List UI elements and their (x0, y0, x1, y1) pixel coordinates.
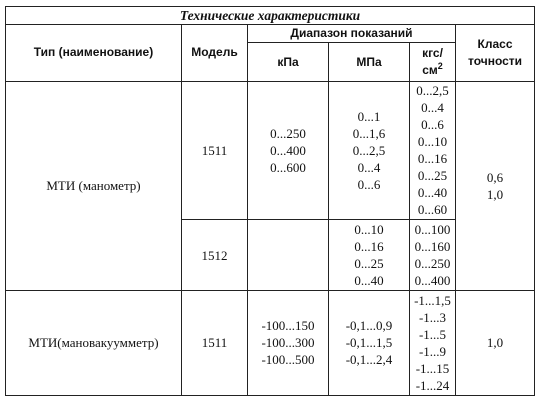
table-row: МТИ(мановакуумметр) 1511 -100...150 -100… (5, 289, 536, 397)
header-kpa: кПа (247, 42, 329, 82)
value-kpa: -100...300 (261, 335, 315, 351)
cell-accuracy-manovacuummeter: 1,0 (454, 289, 536, 397)
value-kpa: 0...400 (270, 142, 306, 158)
value-kgf: 0...25 (417, 168, 448, 184)
header-mpa: МПа (328, 42, 410, 82)
value-mpa: 0...10 (354, 222, 384, 238)
cell-accuracy-manometer: 0,6 1,0 (454, 80, 536, 291)
header-type: Тип (наименование) (5, 24, 182, 82)
table-caption: Технические характеристики (4, 5, 536, 26)
value-mpa: -0,1...0,9 (345, 318, 393, 334)
value-kgf: 0...16 (417, 151, 448, 167)
row-type-manometer: МТИ (манометр) (5, 80, 182, 291)
value-accuracy: 1,0 (486, 186, 504, 202)
cell-mpa: 0...10 0...16 0...25 0...40 (328, 219, 410, 291)
header-accuracy-line1: Класс (477, 36, 513, 51)
value-mpa: 0...16 (354, 239, 384, 255)
cell-kgf: 0...100 0...160 0...250 0...400 (409, 219, 456, 291)
header-range: Диапазон показаний (247, 24, 456, 44)
value-accuracy: 1,0 (486, 335, 504, 351)
cell-mpa: -0,1...0,9 -0,1...1,5 -0,1...2,4 (328, 289, 410, 397)
value-kgf: -1...9 (418, 343, 447, 359)
value-kpa: 0...250 (270, 125, 306, 141)
value-mpa: 0...2,5 (352, 142, 386, 158)
specs-table: Технические характеристики Тип (наименов… (4, 5, 536, 397)
value-kgf: -1...3 (418, 309, 447, 325)
value-kgf: 0...160 (414, 239, 451, 255)
cell-kpa-empty (247, 219, 329, 291)
cell-mpa: 0...1 0...1,6 0...2,5 0...4 0...6 (328, 80, 410, 221)
value-mpa: 0...1 (357, 108, 381, 124)
header-kgf-sup: 2 (437, 61, 443, 72)
cell-kpa: 0...250 0...400 0...600 (247, 80, 329, 221)
cell-kpa: -100...150 -100...300 -100...500 (247, 289, 329, 397)
value-mpa: -0,1...1,5 (345, 335, 393, 351)
row-model: 1511 (181, 80, 248, 221)
value-kgf: 0...40 (417, 185, 448, 201)
header-kgf-bottom: см (422, 63, 438, 78)
value-mpa: -0,1...2,4 (345, 352, 393, 368)
value-kgf: -1...5 (418, 326, 447, 342)
value-kgf: 0...2,5 (416, 83, 449, 99)
value-mpa: 0...4 (357, 159, 381, 175)
value-kgf: -1...24 (415, 377, 450, 393)
value-kgf: 0...6 (421, 117, 444, 133)
value-mpa: 0...40 (354, 273, 384, 289)
header-model: Модель (181, 24, 248, 82)
row-model: 1512 (181, 219, 248, 291)
row-type-manovacuummeter: МТИ(мановакуумметр) (5, 289, 182, 397)
value-kpa: 0...600 (270, 159, 306, 175)
value-kgf: 0...400 (414, 273, 451, 289)
value-kpa: -100...150 (261, 318, 315, 334)
header-kgf: кгс/ см2 (409, 42, 456, 82)
specs-table-container: Технические характеристики Тип (наименов… (4, 5, 536, 403)
value-kgf: 0...100 (414, 222, 451, 238)
value-accuracy: 0,6 (486, 169, 504, 185)
row-model: 1511 (181, 289, 248, 397)
table-row: МТИ (манометр) 1511 0...250 0...400 0...… (5, 80, 536, 291)
value-kpa: -100...500 (261, 352, 315, 368)
value-kgf: 0...10 (417, 134, 448, 150)
header-accuracy-line2: точности (467, 53, 523, 68)
value-kgf: -1...1,5 (414, 292, 451, 308)
cell-kgf: -1...1,5 -1...3 -1...5 -1...9 -1...15 -1… (409, 289, 456, 397)
value-kgf: 0...4 (421, 100, 444, 116)
value-mpa: 0...1,6 (352, 125, 386, 141)
value-kgf: -1...15 (415, 360, 450, 376)
value-mpa: 0...25 (354, 256, 384, 272)
value-kgf: 0...250 (414, 256, 451, 272)
cell-kgf: 0...2,5 0...4 0...6 0...10 0...16 0...25… (409, 80, 456, 221)
header-kgf-top: кгс/ (422, 46, 443, 61)
header-accuracy-class: Класс точности (454, 24, 536, 82)
value-mpa: 0...6 (357, 176, 381, 192)
value-kgf: 0...60 (417, 202, 448, 218)
